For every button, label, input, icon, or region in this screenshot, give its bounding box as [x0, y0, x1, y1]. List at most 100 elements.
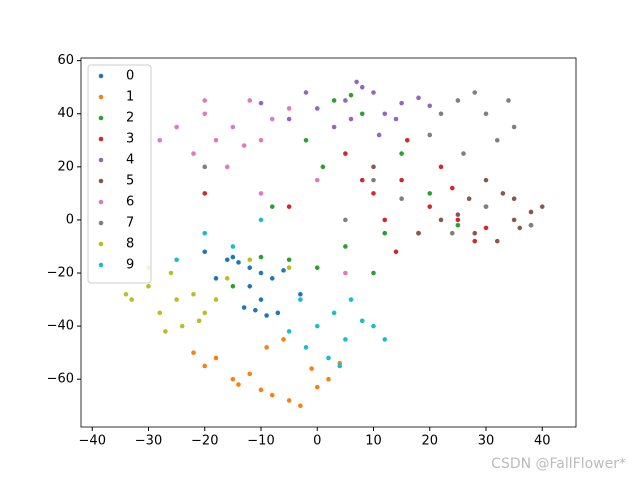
- point: [343, 151, 348, 156]
- point: [455, 222, 461, 228]
- point: [472, 90, 478, 95]
- point: [483, 204, 489, 209]
- point: [303, 345, 309, 350]
- point: [281, 337, 286, 342]
- point: [449, 230, 455, 236]
- point: [354, 79, 359, 85]
- legend-marker: [98, 199, 104, 205]
- point: [511, 196, 517, 201]
- point: [258, 191, 264, 196]
- point: [129, 297, 134, 302]
- point: [359, 318, 365, 324]
- point: [236, 260, 241, 265]
- point: [258, 387, 264, 393]
- point: [163, 329, 168, 334]
- point: [371, 270, 376, 276]
- point: [314, 177, 320, 183]
- point: [202, 111, 208, 117]
- point: [314, 265, 320, 271]
- point: [337, 363, 343, 369]
- point: [298, 291, 303, 297]
- x-tick-label: 0: [313, 434, 321, 449]
- point: [202, 98, 208, 103]
- legend-marker: [98, 94, 104, 100]
- watermark: CSDN @FallFlower*: [491, 456, 626, 472]
- point: [157, 137, 163, 143]
- y-tick-label: 0: [66, 212, 74, 227]
- point: [213, 276, 219, 281]
- point: [343, 244, 348, 249]
- point: [371, 164, 376, 170]
- point: [517, 225, 523, 231]
- x-tick-label: −30: [135, 434, 162, 449]
- x-tick-label: 10: [365, 434, 382, 449]
- point: [309, 366, 314, 371]
- point: [286, 116, 292, 122]
- point: [247, 371, 253, 377]
- point: [399, 100, 404, 106]
- legend-label: 5: [126, 174, 134, 189]
- point: [461, 151, 466, 156]
- point: [343, 270, 348, 276]
- point: [202, 363, 208, 369]
- point: [168, 270, 174, 276]
- legend-label: 7: [126, 216, 134, 231]
- point: [286, 106, 292, 111]
- point: [371, 177, 376, 183]
- point: [393, 116, 399, 122]
- point: [494, 137, 500, 143]
- point: [472, 230, 478, 236]
- point: [179, 323, 185, 329]
- point: [348, 92, 354, 98]
- legend-marker: [98, 115, 104, 121]
- y-tick-label: −60: [47, 372, 74, 387]
- point: [371, 90, 376, 95]
- legend-marker: [98, 220, 104, 226]
- point: [157, 310, 163, 316]
- point: [314, 106, 320, 111]
- x-tick-label: 20: [421, 434, 438, 449]
- point: [483, 177, 489, 183]
- legend-marker: [98, 262, 104, 268]
- point: [213, 297, 219, 302]
- legend-marker: [98, 136, 104, 142]
- point: [348, 297, 354, 302]
- point: [247, 265, 253, 271]
- point: [224, 276, 230, 281]
- point: [224, 257, 230, 263]
- point: [314, 384, 320, 390]
- point: [331, 124, 337, 130]
- point: [230, 284, 236, 289]
- point: [269, 116, 275, 122]
- point: [539, 204, 545, 209]
- point: [213, 355, 219, 361]
- point: [230, 376, 236, 382]
- point: [416, 95, 421, 101]
- x-tick-label: −10: [247, 434, 274, 449]
- point: [286, 265, 292, 271]
- legend-label: 2: [126, 111, 134, 126]
- point: [264, 345, 269, 350]
- point: [264, 313, 269, 318]
- point: [258, 270, 264, 276]
- point: [281, 268, 286, 273]
- y-tick-label: 40: [57, 106, 74, 121]
- plot-frame: [80, 57, 577, 428]
- point: [511, 124, 517, 130]
- x-tick-label: 30: [478, 434, 495, 449]
- legend-marker: [98, 241, 104, 247]
- point: [314, 323, 320, 329]
- point: [359, 177, 365, 183]
- y-tick-label: 20: [57, 159, 74, 174]
- point: [202, 164, 208, 170]
- point: [331, 98, 337, 103]
- point: [286, 398, 292, 403]
- point: [241, 143, 247, 148]
- point: [275, 310, 281, 316]
- legend-label: 3: [126, 132, 134, 147]
- point: [382, 111, 388, 117]
- point: [303, 137, 309, 143]
- point: [359, 111, 365, 117]
- point: [213, 137, 219, 143]
